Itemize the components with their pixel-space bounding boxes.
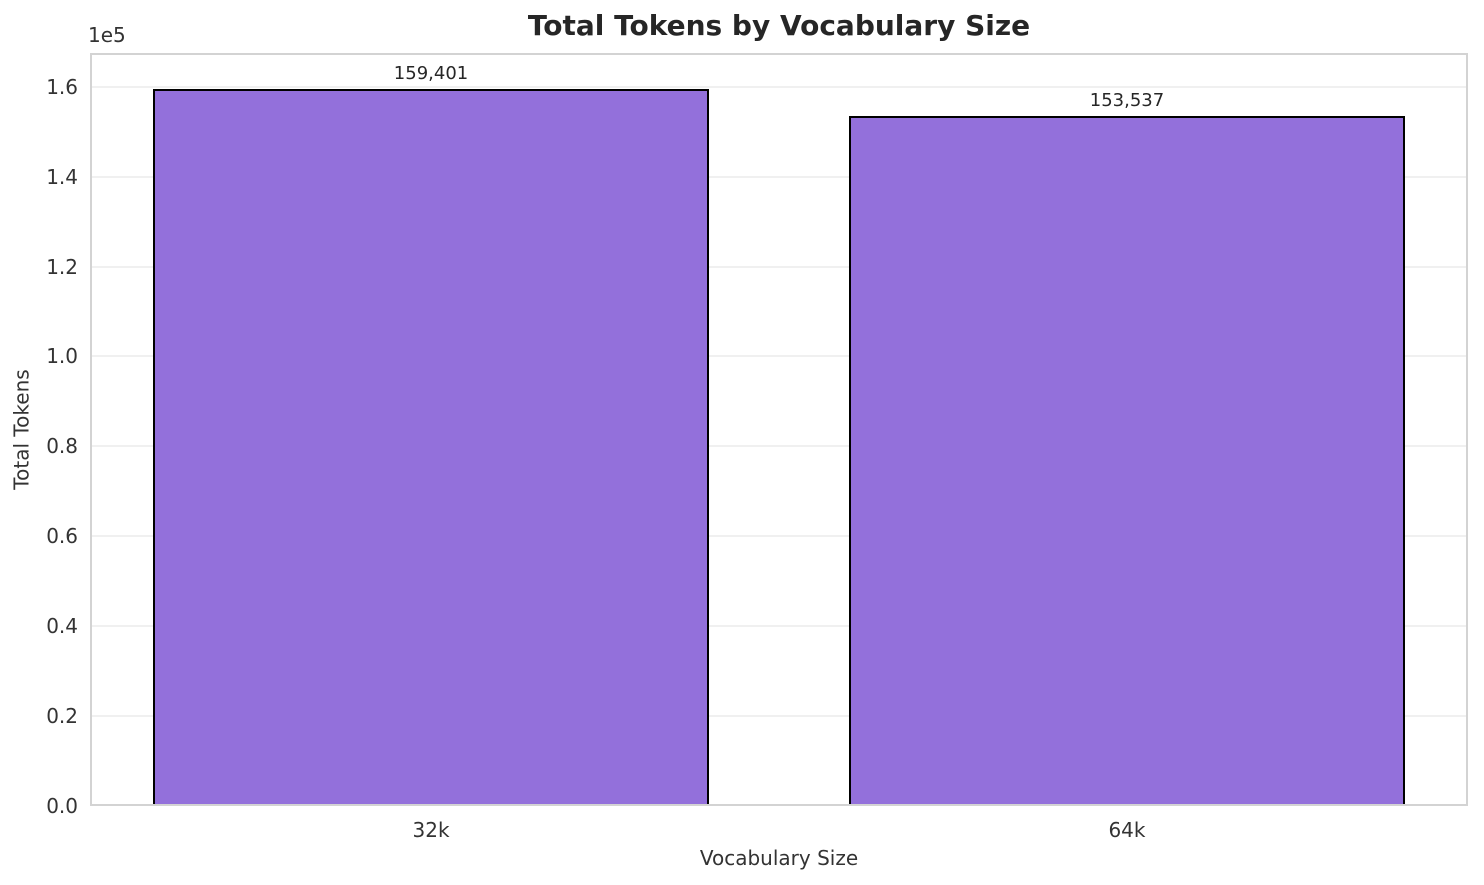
y-tick-label: 1.0 [46, 344, 78, 369]
x-tick-label: 64k [1108, 818, 1146, 842]
gridline [90, 535, 1468, 538]
y-tick-label: 1.4 [46, 164, 78, 189]
y-tick-label: 1.2 [46, 254, 78, 279]
y-tick-label: 1.6 [46, 74, 78, 99]
y-tick-label: 0.6 [46, 524, 78, 549]
gridline [90, 625, 1468, 628]
bar-value-label: 159,401 [393, 63, 469, 85]
gridline [90, 265, 1468, 268]
chart-title: Total Tokens by Vocabulary Size [527, 9, 1031, 42]
gridline [90, 175, 1468, 178]
x-axis-label: Vocabulary Size [699, 846, 859, 870]
y-tick-label: 0.8 [46, 434, 78, 459]
y-tick-label: 0.2 [46, 704, 78, 729]
bar-value-label: 153,537 [1089, 89, 1165, 111]
bar-64k [848, 115, 1406, 806]
plot-area [90, 53, 1468, 806]
y-axis-label: Total Tokens [9, 369, 34, 490]
x-tick-label: 32k [412, 818, 450, 842]
gridline [90, 355, 1468, 358]
y-tick-label: 0.0 [46, 794, 78, 818]
bar-32k [152, 89, 710, 806]
gridline [90, 445, 1468, 448]
y-axis-offset-text: 1e5 [88, 23, 126, 47]
gridline [90, 715, 1468, 718]
y-tick-label: 0.4 [46, 614, 78, 639]
gridline [90, 85, 1468, 88]
